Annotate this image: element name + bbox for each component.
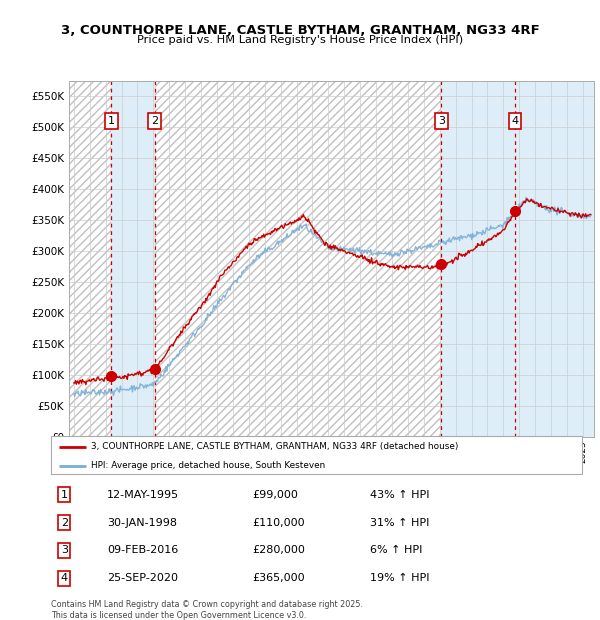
Bar (112, 81, 155, 437)
Text: £280,000: £280,000 (253, 546, 305, 556)
Text: Contains HM Land Registry data © Crown copyright and database right 2025.
This d: Contains HM Land Registry data © Crown c… (51, 600, 363, 619)
Text: 19% ↑ HPI: 19% ↑ HPI (370, 574, 429, 583)
Text: 2: 2 (61, 518, 68, 528)
Text: 6% ↑ HPI: 6% ↑ HPI (370, 546, 422, 556)
Text: 12-MAY-1995: 12-MAY-1995 (107, 490, 179, 500)
Text: £110,000: £110,000 (253, 518, 305, 528)
Bar (442, 81, 515, 437)
Text: £365,000: £365,000 (253, 574, 305, 583)
Text: 3, COUNTHORPE LANE, CASTLE BYTHAM, GRANTHAM, NG33 4RF (detached house): 3, COUNTHORPE LANE, CASTLE BYTHAM, GRANT… (91, 442, 458, 451)
Bar (69, 81, 112, 437)
FancyBboxPatch shape (51, 436, 582, 474)
Text: 1: 1 (61, 490, 68, 500)
Text: 1: 1 (108, 116, 115, 126)
Text: 4: 4 (61, 574, 68, 583)
Text: £99,000: £99,000 (253, 490, 299, 500)
Text: 3, COUNTHORPE LANE, CASTLE BYTHAM, GRANTHAM, NG33 4RF: 3, COUNTHORPE LANE, CASTLE BYTHAM, GRANT… (61, 24, 539, 37)
Text: HPI: Average price, detached house, South Kesteven: HPI: Average price, detached house, Sout… (91, 461, 325, 471)
Text: 43% ↑ HPI: 43% ↑ HPI (370, 490, 429, 500)
Text: 3: 3 (61, 546, 68, 556)
Text: 2: 2 (151, 116, 158, 126)
Text: 25-SEP-2020: 25-SEP-2020 (107, 574, 178, 583)
Text: 30-JAN-1998: 30-JAN-1998 (107, 518, 177, 528)
Bar (155, 81, 442, 437)
Bar (515, 81, 594, 437)
Text: 31% ↑ HPI: 31% ↑ HPI (370, 518, 429, 528)
Text: 3: 3 (438, 116, 445, 126)
Text: Price paid vs. HM Land Registry's House Price Index (HPI): Price paid vs. HM Land Registry's House … (137, 35, 463, 45)
Text: 09-FEB-2016: 09-FEB-2016 (107, 546, 178, 556)
Text: 4: 4 (511, 116, 518, 126)
